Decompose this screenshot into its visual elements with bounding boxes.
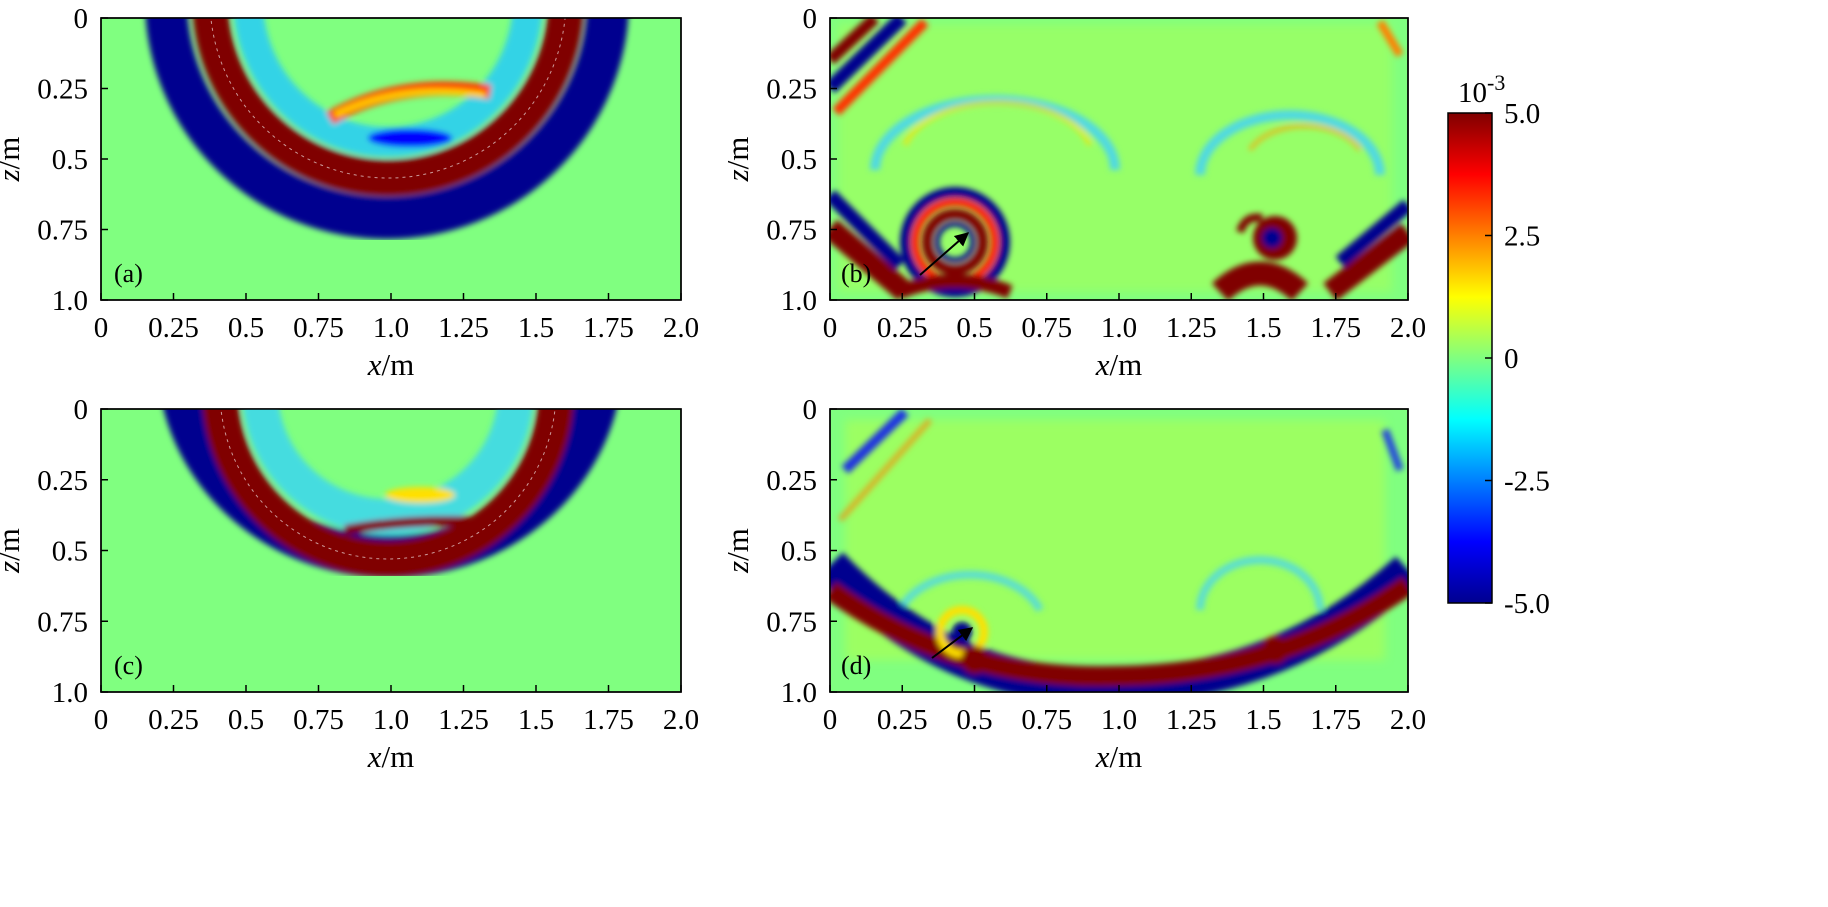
panel-b-xtick-label: 0.25 [877, 312, 928, 344]
panel-d-xtick-label: 0.75 [1021, 704, 1072, 736]
panel-a-ytick-label: 0.75 [37, 215, 88, 247]
panel-b-xlabel: x/m [1095, 347, 1143, 382]
panel-b-xtick-label: 1.0 [1101, 312, 1137, 344]
panel-a-ytick-label: 1.0 [52, 285, 88, 317]
panel-d-ytick-label: 0 [803, 394, 818, 426]
colorbar: 10-3 5.0 2.5 0 -2.5 -5.0 [1447, 70, 1550, 620]
colorbar-tick-label: -5.0 [1504, 588, 1550, 620]
panel-b-arrow [919, 232, 970, 276]
colorbar-tick-label: 0 [1504, 343, 1519, 375]
colorbar-exponent-base: 10 [1458, 77, 1487, 109]
panel-b-xtick-label: 1.5 [1245, 312, 1281, 344]
panel-b: (b) [829, 17, 1409, 301]
panel-c-xtick-label: 0 [94, 704, 109, 736]
panel-b-ylabel: z/m [720, 137, 755, 183]
panel-c-ytick-label: 0.25 [37, 465, 88, 497]
colorbar-gradient [1447, 112, 1493, 604]
panel-a-ytick-label: 0.5 [52, 144, 88, 176]
panel-a-xtick-label: 1.0 [373, 312, 409, 344]
panel-a-ylabel: z/m [0, 137, 26, 183]
panel-c-xtick-label: 1.0 [373, 704, 409, 736]
panel-c: (c) [100, 408, 682, 693]
panel-d-ytick-label: 1.0 [781, 677, 817, 709]
panel-b-ytick-label: 0.5 [781, 144, 817, 176]
panel-b-xtick-label: 2.0 [1390, 312, 1426, 344]
panel-d-xtick-label: 1.25 [1166, 704, 1217, 736]
panel-d-ytick-label: 0.5 [781, 536, 817, 568]
panel-a-xtick-label: 0.75 [293, 312, 344, 344]
panel-a-ytick-label: 0.25 [37, 74, 88, 106]
panel-d-ytick-label: 0.25 [766, 465, 817, 497]
panel-c-xtick-label: 1.5 [518, 704, 554, 736]
panel-b-xtick-label: 1.25 [1166, 312, 1217, 344]
panel-a-xtick-label: 2.0 [663, 312, 699, 344]
panel-c-xtick-label: 1.75 [583, 704, 634, 736]
panel-d-xlabel: x/m [1095, 739, 1143, 774]
panel-c-xtick-label: 2.0 [663, 704, 699, 736]
panel-b-ytick-label: 0.25 [766, 74, 817, 106]
panel-a-xtick-label: 0.25 [148, 312, 199, 344]
panel-d-xtick-label: 1.5 [1245, 704, 1281, 736]
panel-b-xtick-label: 0.5 [956, 312, 992, 344]
panel-b-xtick-label: 1.75 [1310, 312, 1361, 344]
panel-a: (a) [100, 17, 682, 301]
panel-c-ytick-label: 1.0 [52, 677, 88, 709]
panel-b-ytick-label: 0.75 [766, 215, 817, 247]
panel-b-ytick-label: 1.0 [781, 285, 817, 317]
panel-a-field [145, 18, 629, 239]
panel-d-label: (d) [841, 651, 871, 680]
panel-b-ytick-label: 0 [803, 3, 818, 35]
colorbar-tick-label: 2.5 [1504, 221, 1540, 253]
panel-d-xtick-label: 0.5 [956, 704, 992, 736]
panel-c-xtick-label: 0.25 [148, 704, 199, 736]
colorbar-ticks: 5.0 2.5 0 -2.5 -5.0 [1485, 98, 1550, 620]
panel-a-axes: 0 0.25 0.5 0.75 1.0 1.25 1.5 1.75 2.0 0 0.25 0.5 0.7… [0, 3, 699, 382]
panel-c-xtick-label: 0.5 [228, 704, 264, 736]
panel-c-ytick-label: 0.75 [37, 606, 88, 638]
axes-layer: 0 0.25 0.5 0.75 1.0 1.25 1.5 1.75 2.0 0 0.25 0.5 0.7… [0, 3, 1426, 774]
panel-c-label: (c) [114, 651, 143, 680]
panel-c-ylabel: z/m [0, 528, 26, 574]
panel-c-xtick-label: 0.75 [293, 704, 344, 736]
panel-d-arrow [931, 627, 974, 659]
panel-d-xtick-label: 0.25 [877, 704, 928, 736]
colorbar-exponent-power: -3 [1487, 70, 1505, 95]
panel-d: (d) [829, 408, 1409, 693]
panel-a-xtick-label: 0.5 [228, 312, 264, 344]
panel-d-field [830, 409, 1408, 692]
panel-b-field [830, 18, 1408, 300]
colorbar-exponent: 10-3 [1458, 70, 1505, 109]
panel-b-xtick-label: 0.75 [1021, 312, 1072, 344]
panel-d-xtick-label: 2.0 [1390, 704, 1426, 736]
panel-c-ytick-label: 0.5 [52, 536, 88, 568]
panel-d-ytick-label: 0.75 [766, 606, 817, 638]
colorbar-tick-label: 5.0 [1504, 98, 1540, 130]
panel-c-xlabel: x/m [367, 739, 415, 774]
panel-a-xtick-label: 1.75 [583, 312, 634, 344]
panel-a-ytick-label: 0 [74, 3, 89, 35]
panel-b-axes: 0 0.25 0.5 0.75 1.0 1.25 1.5 1.75 2.0 0 0.25 0.5 0.7… [720, 3, 1426, 382]
panel-b-label: (b) [841, 259, 871, 288]
panel-a-xtick-label: 0 [94, 312, 109, 344]
panel-d-axes: 0 0.25 0.5 0.75 1.0 1.25 1.5 1.75 2.0 0 0.25 0.5 0.7… [720, 394, 1426, 774]
colorbar-tick-label: -2.5 [1504, 466, 1550, 498]
panel-a-xtick-label: 1.5 [518, 312, 554, 344]
panel-c-field [163, 409, 617, 578]
panel-a-xtick-label: 1.25 [438, 312, 489, 344]
panel-d-ylabel: z/m [720, 528, 755, 574]
panel-c-ytick-label: 0 [74, 394, 89, 426]
panel-b-xtick-label: 0 [823, 312, 838, 344]
panel-c-axes: 0 0.25 0.5 0.75 1.0 1.25 1.5 1.75 2.0 0 0.25 0.5 0.7… [0, 394, 699, 774]
panel-a-xlabel: x/m [367, 347, 415, 382]
panel-d-xtick-label: 0 [823, 704, 838, 736]
panel-d-xtick-label: 1.0 [1101, 704, 1137, 736]
panel-d-xtick-label: 1.75 [1310, 704, 1361, 736]
panel-c-xtick-label: 1.25 [438, 704, 489, 736]
panel-a-label: (a) [114, 259, 143, 288]
